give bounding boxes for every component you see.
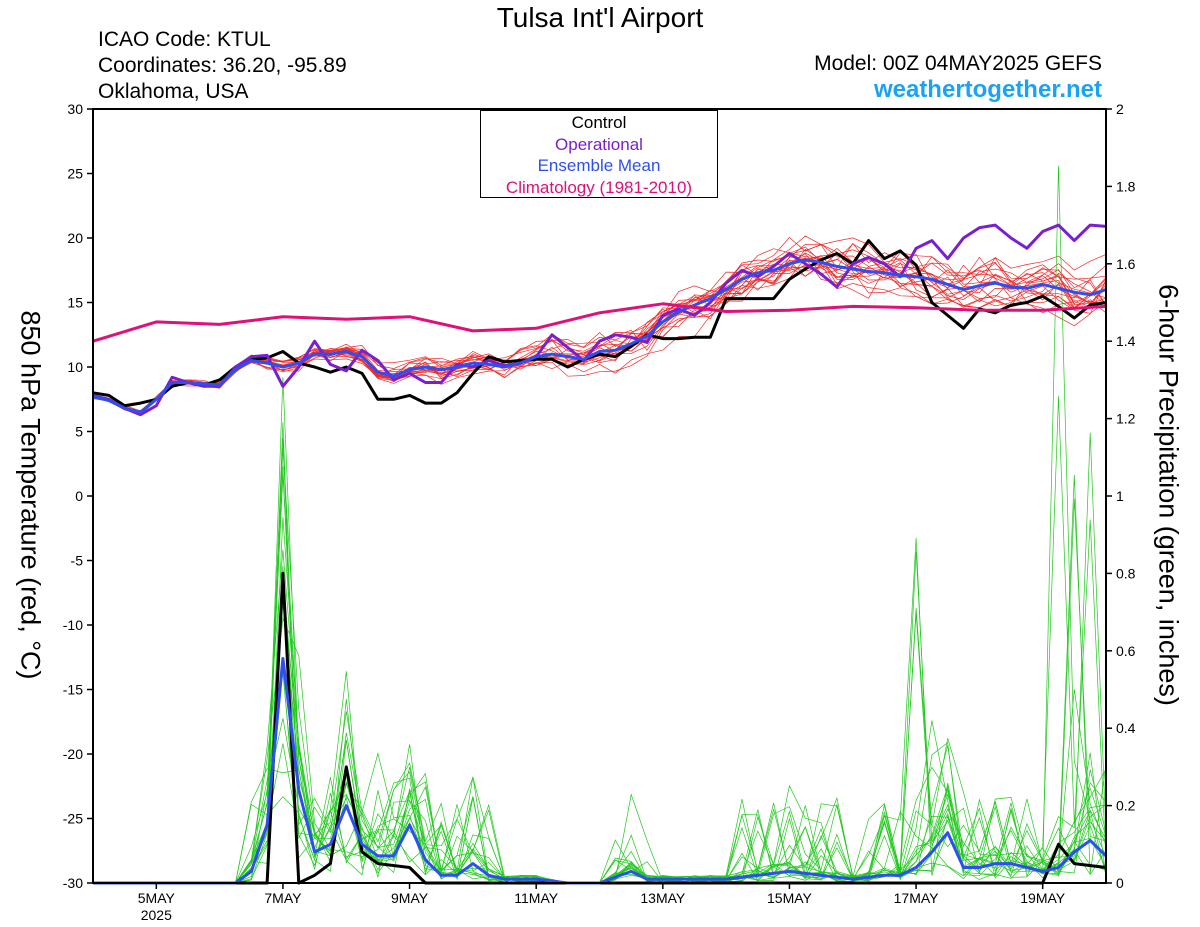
x-tick-label: 17MAY xyxy=(894,890,940,906)
icao-code: ICAO Code: KTUL xyxy=(98,28,271,51)
left-tick-label: 20 xyxy=(67,230,83,246)
precipitation-series-ensemble-mean xyxy=(93,657,1108,885)
plot-frame xyxy=(92,108,1107,884)
region: Oklahoma, USA xyxy=(98,80,249,103)
left-tick-label: 30 xyxy=(67,101,83,117)
precipitation-member-line xyxy=(93,377,1107,884)
x-tick-label: 7MAY xyxy=(264,890,302,906)
right-tick-label: 0.8 xyxy=(1116,565,1136,581)
y-axis-left-label: 850 hPa Temperature (red, °C) xyxy=(15,310,46,680)
precipitation-member-line xyxy=(93,519,1107,884)
model-run: Model: 00Z 04MAY2025 GEFS xyxy=(814,52,1102,75)
right-tick-label: 1.4 xyxy=(1116,333,1136,349)
left-tick-label: 5 xyxy=(75,424,83,440)
right-tick-label: 1.2 xyxy=(1116,411,1136,427)
legend-control: Control xyxy=(571,113,627,132)
legend-ensemble-mean: Ensemble Mean xyxy=(537,156,661,175)
temperature-member-line xyxy=(92,243,1107,411)
right-tick-label: 1.8 xyxy=(1116,178,1136,194)
x-tick-label: 9MAY xyxy=(391,890,429,906)
temperature-series-control xyxy=(92,239,1107,408)
temperature-member-line xyxy=(92,257,1107,414)
temperature-member-line xyxy=(92,235,1107,413)
right-tick-label: 0.4 xyxy=(1116,720,1136,736)
precipitation-member-line xyxy=(93,498,1107,884)
temperature-series-operational xyxy=(92,223,1107,417)
site-name[interactable]: weathertogether.net xyxy=(873,76,1102,103)
coordinates: Coordinates: 36.20, -95.89 xyxy=(98,54,347,77)
left-tick-label: -20 xyxy=(63,746,83,762)
right-tick-label: 1 xyxy=(1116,488,1124,504)
y-axis-right-label: 6-hour Precipitation (green, inches) xyxy=(1153,284,1184,706)
left-tick-label: -10 xyxy=(63,617,83,633)
temperature-member-line xyxy=(92,243,1107,413)
left-tick-label: 0 xyxy=(75,488,83,504)
left-tick-label: 25 xyxy=(67,166,83,182)
right-tick-label: 2 xyxy=(1116,101,1124,117)
precipitation-series-control xyxy=(93,571,1107,885)
x-tick-label: 11MAY xyxy=(514,890,558,906)
precipitation-member-line xyxy=(93,769,1107,884)
right-tick-label: 0.6 xyxy=(1116,643,1136,659)
right-tick-label: 1.6 xyxy=(1116,256,1136,272)
legend-climatology: Climatology (1981-2010) xyxy=(505,177,693,197)
left-tick-label: 15 xyxy=(67,295,83,311)
temperature-member-line xyxy=(92,248,1107,413)
left-tick-label: -30 xyxy=(63,875,83,891)
left-tick-label: -5 xyxy=(71,553,84,569)
x-tick-label: 19MAY xyxy=(1020,890,1066,906)
temperature-members xyxy=(92,235,1107,415)
left-tick-label: -25 xyxy=(63,811,83,827)
right-tick-label: 0.2 xyxy=(1116,798,1136,814)
precipitation-member-line xyxy=(93,718,1107,884)
right-tick-label: 0 xyxy=(1116,875,1124,891)
precipitation-member-line xyxy=(93,602,1107,884)
left-tick-label: -15 xyxy=(63,682,83,698)
temperature-series-ensemble-mean xyxy=(92,258,1107,414)
temperature-member-line xyxy=(92,257,1107,412)
x-tick-label: 15MAY xyxy=(767,890,813,906)
x-tick-sublabel: 2025 xyxy=(141,907,172,923)
temperature-member-line xyxy=(92,237,1107,413)
precipitation-member-line xyxy=(93,165,1107,884)
chart-title: Tulsa Int'l Airport xyxy=(496,2,704,33)
temperature-member-line xyxy=(92,242,1107,414)
temperature-member-line xyxy=(92,249,1107,414)
x-tick-label: 13MAY xyxy=(640,890,686,906)
legend-operational: Operational xyxy=(555,134,643,154)
legend: Control Operational Ensemble Mean Climat… xyxy=(480,110,718,198)
x-tick-label: 5MAY xyxy=(138,890,176,906)
precipitation-members xyxy=(93,165,1107,884)
left-tick-label: 10 xyxy=(67,359,83,375)
precipitation-member-line xyxy=(93,396,1107,884)
precipitation-member-line xyxy=(93,516,1107,884)
temperature-series-climatology xyxy=(92,302,1107,343)
temperature-member-line xyxy=(92,246,1107,415)
temperature-member-line xyxy=(92,262,1107,415)
